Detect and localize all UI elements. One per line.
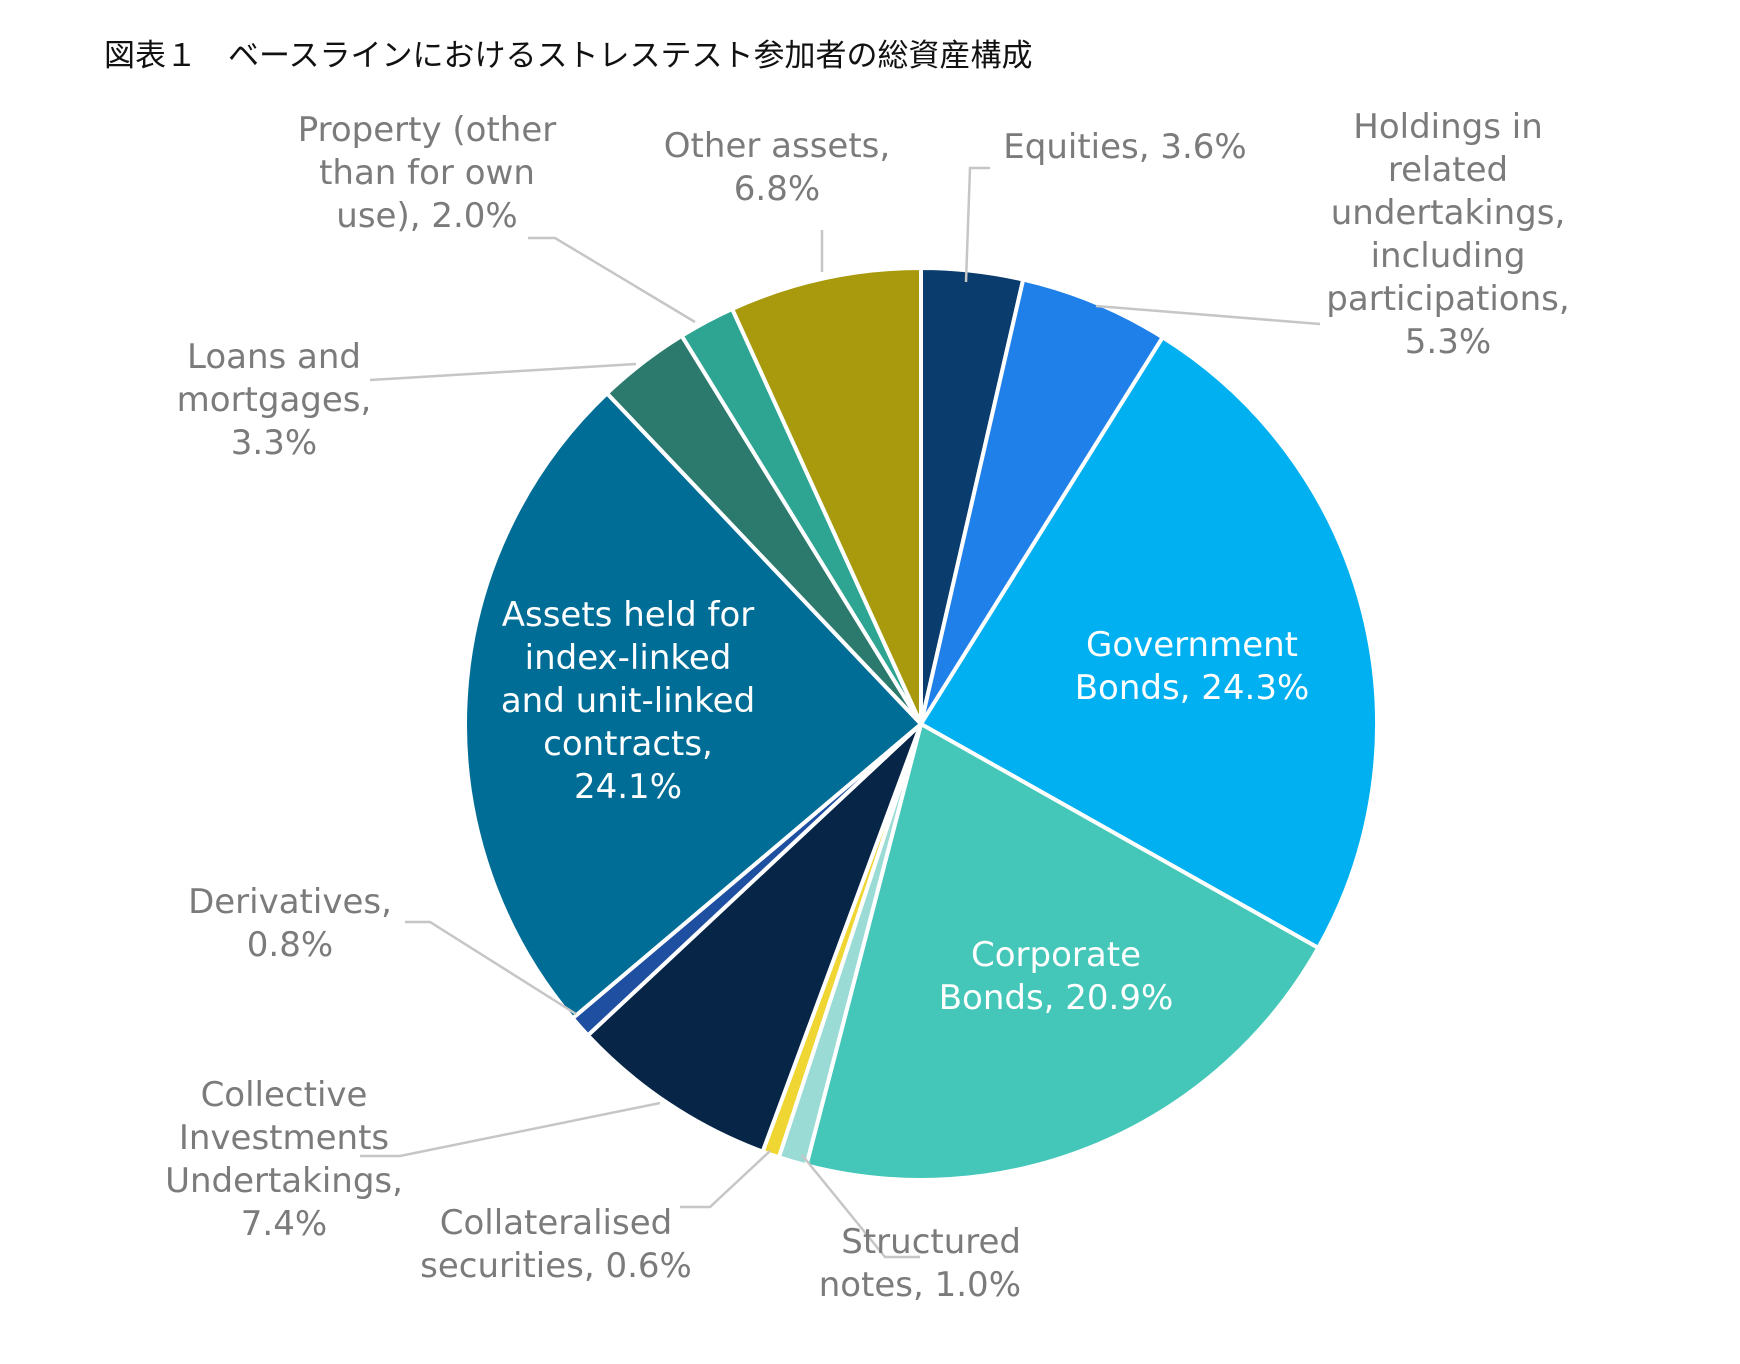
slice-label-line: index-linked (525, 638, 732, 678)
slice-label-line: Undertakings, (165, 1161, 403, 1201)
leader-line-9 (369, 362, 637, 382)
slice-label-line: Structured (841, 1222, 1021, 1262)
slice-label-11: Other assets, 6.8% (664, 126, 890, 209)
slice-label-10: Property (other than for own use), 2.0% (298, 110, 557, 236)
slice-label-line: participations, (1326, 279, 1569, 319)
pie-slices (463, 266, 1379, 1182)
slice-label-line: Corporate (971, 935, 1141, 975)
slice-labels: Equities, 3.6% Holdings in related undertak… (165, 107, 1570, 1305)
slice-label-line: Investments (179, 1118, 389, 1158)
slice-label-line: Derivatives, (188, 882, 392, 922)
pie-slice-8 (463, 391, 923, 1021)
leader-line-5 (680, 1150, 771, 1209)
leader-lines (360, 166, 1321, 1259)
slice-label-line: Property (other (298, 110, 557, 150)
slice-label-line: Equities, 3.6% (1003, 127, 1246, 167)
pie-slice-3 (804, 722, 1321, 1182)
slice-label-line: Collateralised (440, 1203, 672, 1243)
pie-slice-11 (730, 266, 923, 726)
slice-label-line: Other assets, (664, 126, 890, 166)
slice-label-2: Government Bonds, 24.3% (1075, 625, 1310, 708)
slice-label-line: securities, 0.6% (420, 1246, 692, 1286)
page-title: 図表１ ベースラインにおけるストレステスト参加者の総資産構成 (104, 38, 1033, 74)
slice-label-line: Collective (201, 1075, 368, 1115)
slice-label-line: 3.3% (231, 423, 317, 463)
slice-label-8: Assets held for index-linked and unit-link… (501, 595, 755, 807)
slice-label-line: 0.8% (247, 925, 333, 965)
slice-label-line: Bonds, 20.9% (939, 978, 1174, 1018)
slice-label-line: including (1371, 236, 1526, 276)
slice-label-line: 5.3% (1405, 322, 1491, 362)
slice-label-line: notes, 1.0% (819, 1265, 1021, 1305)
slice-label-3: Corporate Bonds, 20.9% (939, 935, 1174, 1018)
pie-slice-6 (585, 722, 923, 1154)
slice-label-line: 6.8% (734, 169, 820, 209)
slice-label-line: Bonds, 24.3% (1075, 668, 1310, 708)
slice-label-6: Collective Investments Undertakings, 7.4% (165, 1075, 403, 1244)
leader-line-10 (528, 236, 696, 324)
slice-label-line: 24.1% (574, 767, 682, 807)
slice-label-line: than for own (319, 153, 535, 193)
leader-line-7 (405, 920, 577, 1016)
slice-label-line: Loans and (187, 337, 361, 377)
slice-label-9: Loans and mortgages, 3.3% (177, 337, 372, 463)
slice-label-line: related (1388, 150, 1508, 190)
slice-label-5: Collateralised securities, 0.6% (420, 1203, 692, 1286)
slice-label-4: Structured notes, 1.0% (819, 1222, 1021, 1305)
slice-label-1: Holdings in related undertakings, including… (1326, 107, 1569, 362)
slice-label-line: contracts, (543, 724, 713, 764)
slice-label-line: use), 2.0% (336, 196, 517, 236)
leader-line-0 (964, 166, 990, 283)
slice-label-line: 7.4% (241, 1204, 327, 1244)
leader-line-1 (1095, 304, 1321, 326)
pie-slice-2 (919, 335, 1379, 950)
slice-label-line: Government (1086, 625, 1298, 665)
slice-label-line: and unit-linked (501, 681, 755, 721)
slice-label-line: Holdings in (1353, 107, 1543, 147)
slice-label-7: Derivatives, 0.8% (188, 882, 392, 965)
slice-label-line: mortgages, (177, 380, 372, 420)
slice-label-0: Equities, 3.6% (1003, 127, 1246, 167)
slice-label-line: undertakings, (1331, 193, 1566, 233)
slice-label-line: Assets held for (502, 595, 755, 635)
leader-line-6 (360, 1101, 661, 1158)
pie-slice-1 (919, 277, 1165, 726)
leader-line-4 (801, 1154, 920, 1259)
